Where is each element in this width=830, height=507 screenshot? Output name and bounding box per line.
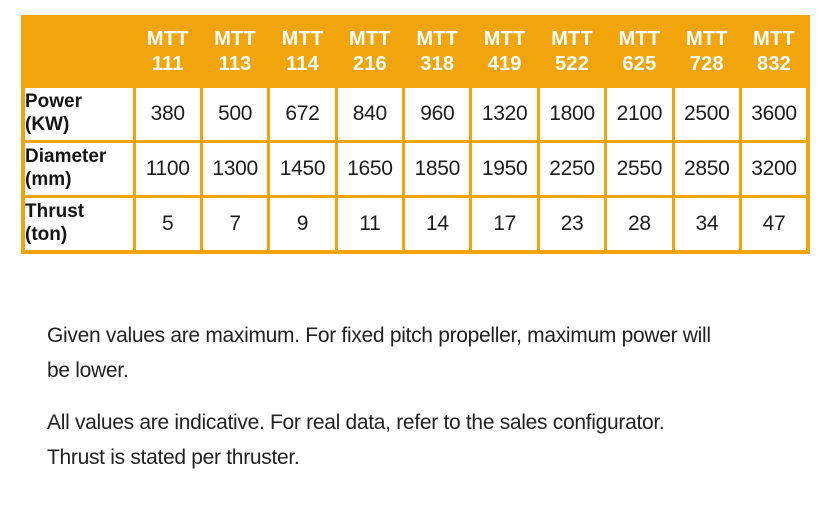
table-row-thrust: Thrust (ton) 5 7 9 11 14 17 23 28 34 47 [21,195,810,254]
column-header-mtt-114: MTT 114 [267,15,338,88]
note-paragraph-indicative: All values are indicative. For real data… [47,411,665,469]
table-cell: 1300 [199,140,271,198]
table-cell: 34 [671,195,743,254]
column-header-mtt-728: MTT 728 [671,15,743,88]
table-cell: 23 [536,195,608,254]
column-header-mtt-522: MTT 522 [536,15,608,88]
table-cell: 47 [739,195,810,254]
table-cell: 2500 [671,85,743,143]
table-cell: 14 [402,195,473,254]
column-header-mtt-832: MTT 832 [739,15,810,88]
table-cell: 7 [199,195,271,254]
notes-section: Given values are maximum. For fixed pitc… [47,318,787,475]
thruster-spec-table: MTT 111 MTT 113 MTT 114 MTT 216 MTT 318 … [21,15,810,254]
table-cell: 5 [132,195,203,254]
table-cell: 1950 [469,140,540,198]
column-header-mtt-419: MTT 419 [469,15,540,88]
row-header-diameter: Diameter (mm) [21,140,136,198]
table-cell: 500 [199,85,271,143]
column-header-mtt-113: MTT 113 [199,15,271,88]
table-cell: 3200 [739,140,810,198]
table-cell: 1650 [334,140,406,198]
table-cell: 3600 [739,85,810,143]
table-cell: 11 [334,195,406,254]
table-cell: 1450 [267,140,338,198]
thruster-spec-table-wrap: MTT 111 MTT 113 MTT 114 MTT 216 MTT 318 … [21,15,810,254]
table-cell: 2850 [671,140,743,198]
table-cell: 1850 [402,140,473,198]
note-paragraph-max-values: Given values are maximum. For fixed pitc… [47,324,711,382]
corner-cell [21,15,136,88]
table-row-power: Power (KW) 380 500 672 840 960 1320 1800… [21,85,810,143]
column-header-mtt-318: MTT 318 [402,15,473,88]
table-cell: 9 [267,195,338,254]
table-cell: 840 [334,85,406,143]
row-header-power: Power (KW) [21,85,136,143]
column-header-mtt-111: MTT 111 [132,15,203,88]
table-cell: 17 [469,195,540,254]
table-row-diameter: Diameter (mm) 1100 1300 1450 1650 1850 1… [21,140,810,198]
table-cell: 1320 [469,85,540,143]
table-cell: 960 [402,85,473,143]
column-header-mtt-216: MTT 216 [334,15,406,88]
header-row: MTT 111 MTT 113 MTT 114 MTT 216 MTT 318 … [21,15,810,88]
row-header-thrust: Thrust (ton) [21,195,136,254]
table-cell: 28 [604,195,675,254]
table-cell: 2550 [604,140,675,198]
table-cell: 380 [132,85,203,143]
column-header-mtt-625: MTT 625 [604,15,675,88]
table-cell: 2250 [536,140,608,198]
table-cell: 1800 [536,85,608,143]
table-cell: 2100 [604,85,675,143]
table-cell: 1100 [132,140,203,198]
table-cell: 672 [267,85,338,143]
